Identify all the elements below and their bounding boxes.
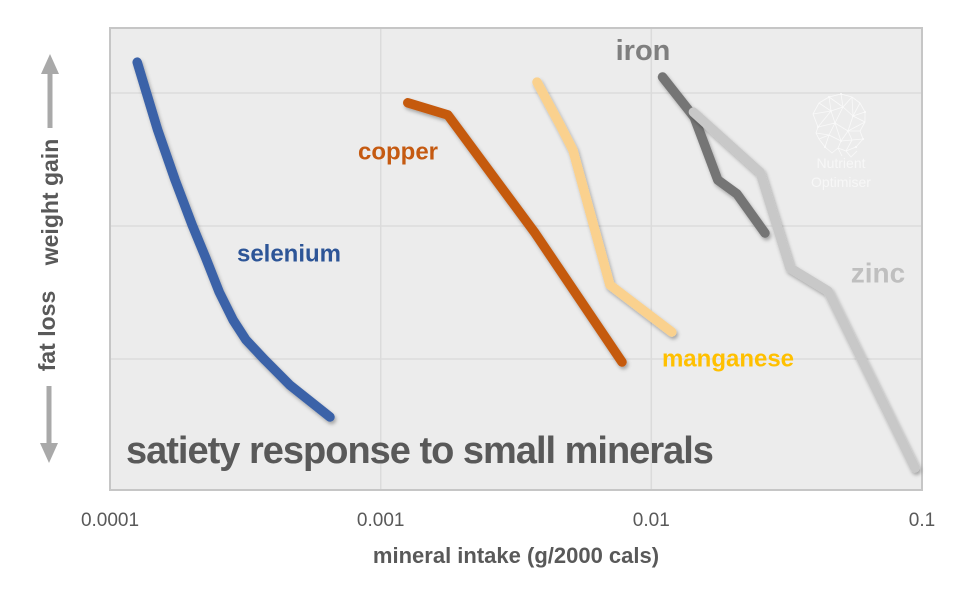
watermark-text-line1: Nutrient — [816, 155, 865, 171]
series-label-copper: copper — [358, 139, 438, 166]
x-axis-ticks: 0.0001 0.001 0.01 0.1 — [81, 510, 935, 531]
chart-title: satiety response to small minerals — [126, 430, 713, 472]
y-axis-top: weight gain — [37, 54, 63, 266]
y-axis-bottom: fat loss — [34, 291, 60, 463]
series-labels: selenium copper manganese iron zinc — [237, 35, 905, 373]
series-line-iron — [657, 72, 770, 238]
brain-network-nodes — [816, 92, 867, 149]
series-line-manganese — [532, 77, 677, 337]
plot-area — [110, 28, 922, 490]
weight-gain-arrow-up-icon — [41, 54, 59, 74]
x-tick-label-0.01: 0.01 — [633, 510, 670, 531]
series-line-selenium — [132, 57, 335, 422]
plot-border — [109, 27, 923, 491]
series-label-zinc: zinc — [851, 258, 905, 289]
fat-loss-arrow-down-icon — [40, 443, 58, 463]
series-lines — [132, 57, 920, 473]
series-label-manganese: manganese — [662, 346, 794, 373]
series-line-zinc — [688, 107, 920, 473]
x-tick-label-0.1: 0.1 — [909, 510, 935, 531]
series-label-selenium: selenium — [237, 241, 341, 268]
y-label-weight-gain: weight gain — [37, 139, 63, 267]
x-tick-label-0.001: 0.001 — [357, 510, 405, 531]
series-label-iron: iron — [616, 35, 671, 67]
x-axis-title: mineral intake (g/2000 cals) — [373, 543, 659, 568]
x-tick-label-0.0001: 0.0001 — [81, 510, 139, 531]
gridlines — [110, 28, 922, 490]
nutrient-optimiser-watermark: Nutrient Optimiser — [811, 92, 871, 190]
series-line-copper — [403, 98, 627, 367]
watermark-text-line2: Optimiser — [811, 174, 871, 190]
brain-network-icon — [812, 93, 866, 158]
y-label-fat-loss: fat loss — [34, 291, 60, 372]
